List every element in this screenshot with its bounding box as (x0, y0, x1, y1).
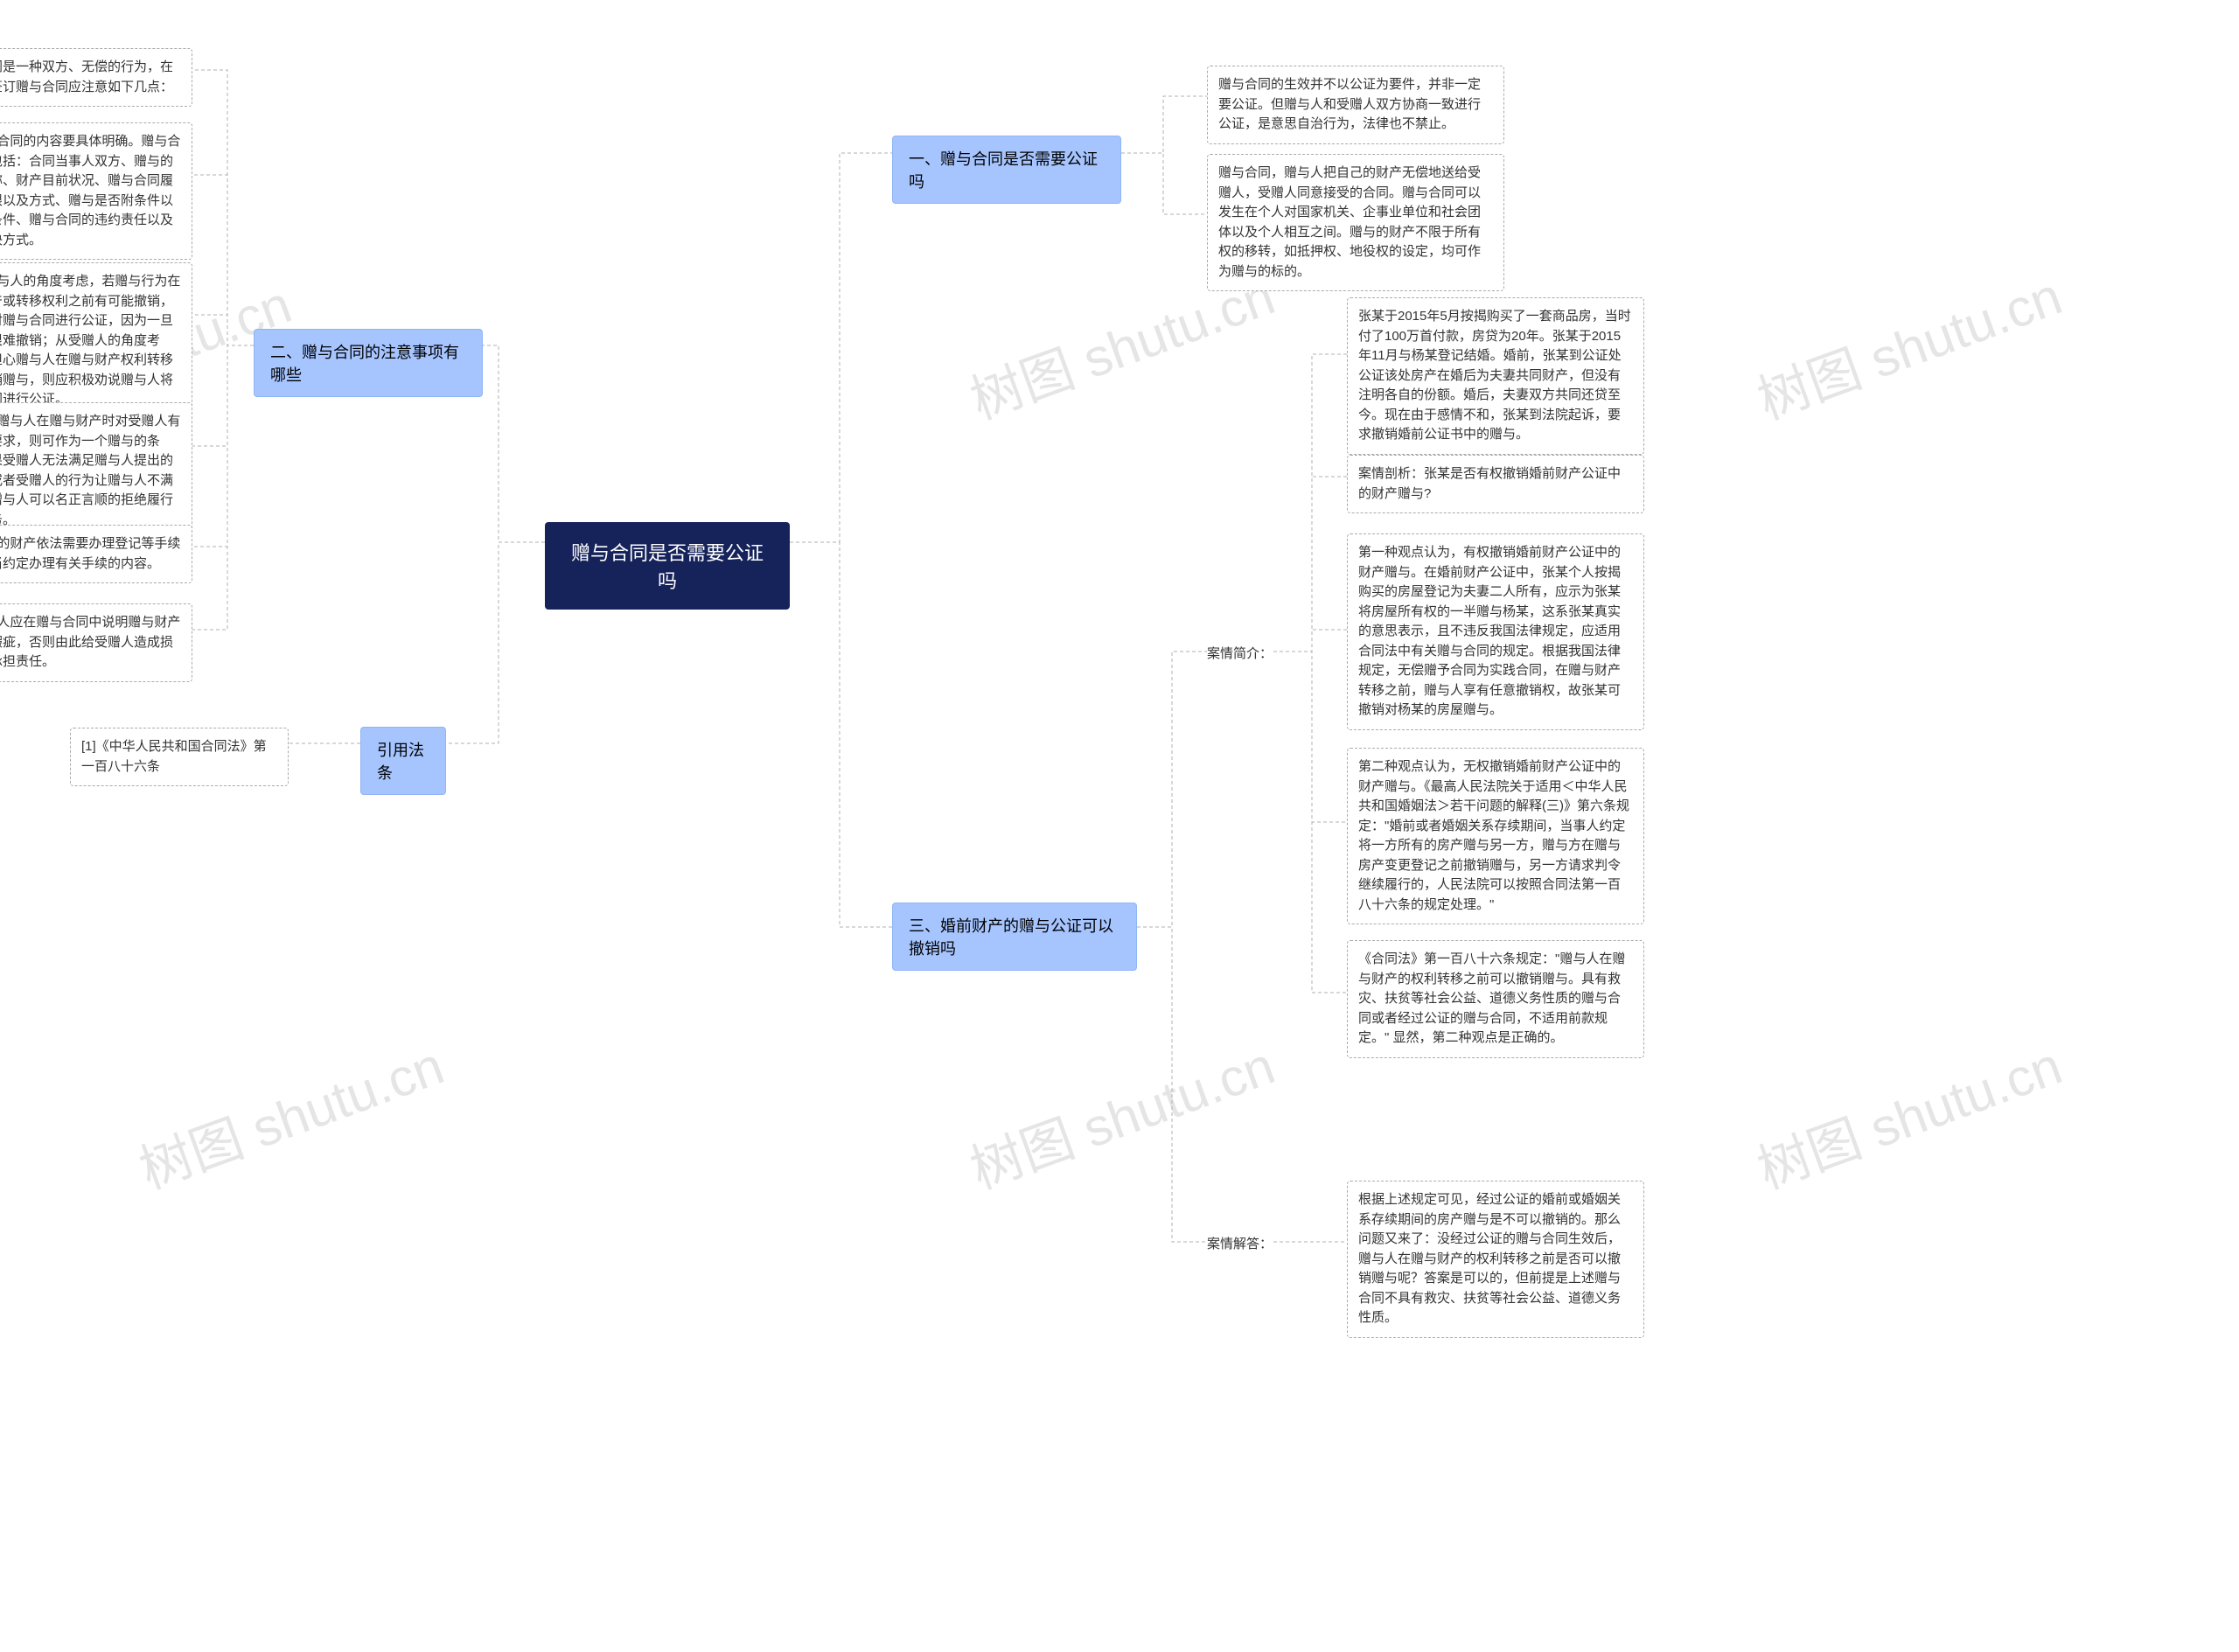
leaf-node: 3、如果赠与人在赠与财产时对受赠人有一定的要求，则可作为一个赠与的条件。如果受赠… (0, 402, 192, 540)
leaf-node: 第一种观点认为，有权撤销婚前财产公证中的财产赠与。在婚前财产公证中，张某个人按揭… (1347, 533, 1644, 730)
sublabel-case-answer: 案情解答： (1207, 1234, 1273, 1252)
leaf-node: 张某于2015年5月按揭购买了一套商品房，当时付了100万首付款，房贷为20年。… (1347, 297, 1644, 455)
leaf-node: 赠与合同的生效并不以公证为要件，并非一定要公证。但赠与人和受赠人双方协商一致进行… (1207, 66, 1504, 144)
watermark: 树图 shutu.cn (1746, 1023, 2070, 1203)
branch-citation: 引用法条 (360, 727, 446, 795)
leaf-node: 4、赠与的财产依法需要办理登记等手续的，应当约定办理有关手续的内容。 (0, 525, 192, 583)
connectors (0, 0, 2239, 1652)
watermark: 树图 shutu.cn (1746, 254, 2070, 434)
branch-notarize: 一、赠与合同是否需要公证吗 (892, 136, 1121, 204)
sublabel-case-intro: 案情简介： (1207, 644, 1273, 662)
leaf-node: 赠与合同是一种双方、无偿的行为，在实践中签订赠与合同应注意如下几点： (0, 48, 192, 107)
leaf-node: 2、从赠与人的角度考虑，若赠与行为在交付财产或转移权利之前有可能撤销，建议不对赠… (0, 262, 192, 420)
leaf-node: [1]《中华人民共和国合同法》第一百八十六条 (70, 728, 289, 786)
leaf-node: 案情剖析：张某是否有权撤销婚前财产公证中的财产赠与? (1347, 455, 1644, 513)
branch-premarital: 三、婚前财产的赠与公证可以撤销吗 (892, 903, 1137, 971)
watermark: 树图 shutu.cn (959, 1023, 1283, 1203)
leaf-node: 5、赠与人应在赠与合同中说明赠与财产存在的瑕疵，否则由此给受赠人造成损失的将承担… (0, 603, 192, 682)
root-node: 赠与合同是否需要公证吗 (545, 522, 790, 610)
leaf-node: 赠与合同，赠与人把自己的财产无偿地送给受赠人，受赠人同意接受的合同。赠与合同可以… (1207, 154, 1504, 291)
branch-notes: 二、赠与合同的注意事项有哪些 (254, 329, 483, 397)
leaf-node: 根据上述规定可见，经过公证的婚前或婚姻关系存续期间的房产赠与是不可以撤销的。那么… (1347, 1181, 1644, 1338)
leaf-node: 《合同法》第一百八十六条规定："赠与人在赠与财产的权利转移之前可以撤销赠与。具有… (1347, 940, 1644, 1058)
leaf-node: 1、赠与合同的内容要具体明确。赠与合同主要包括：合同当事人双方、赠与的财产名称、… (0, 122, 192, 260)
leaf-node: 第二种观点认为，无权撤销婚前财产公证中的财产赠与。《最高人民法院关于适用＜中华人… (1347, 748, 1644, 924)
watermark: 树图 shutu.cn (128, 1023, 452, 1203)
